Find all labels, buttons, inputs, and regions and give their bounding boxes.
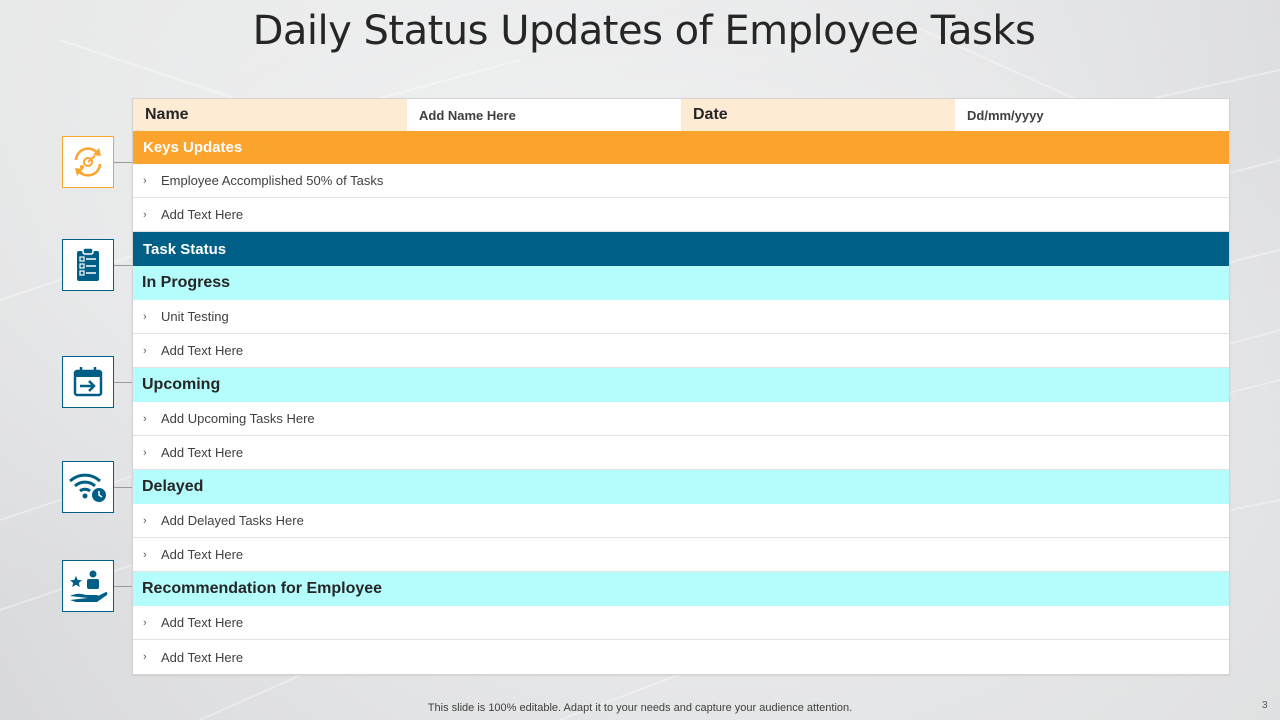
list-item-text: Add Text Here <box>161 649 244 665</box>
delayed-icon-box <box>62 461 114 513</box>
connector-line <box>114 382 132 383</box>
connector-line <box>114 487 132 488</box>
recommendation-icon-box <box>62 560 114 612</box>
calendar-arrow-icon <box>73 367 103 397</box>
connector-line <box>114 265 132 266</box>
header-row: Name Add Name Here Date Dd/mm/yyyy <box>133 99 1229 131</box>
recommendation-heading: Recommendation for Employee <box>133 572 1229 606</box>
bullet-icon: › <box>143 310 147 323</box>
list-item[interactable]: › Add Delayed Tasks Here <box>133 504 1229 538</box>
bullet-icon: › <box>143 514 147 527</box>
list-item[interactable]: › Add Text Here <box>133 538 1229 572</box>
keys-updates-heading: Keys Updates <box>133 131 1229 164</box>
bullet-icon: › <box>143 174 147 187</box>
name-field[interactable]: Add Name Here <box>407 99 681 131</box>
list-item-text: Unit Testing <box>161 309 229 324</box>
connector-line <box>114 162 132 163</box>
footer-note: This slide is 100% editable. Adapt it to… <box>427 702 853 714</box>
upcoming-heading: Upcoming <box>133 368 1229 402</box>
name-label: Name <box>133 99 407 131</box>
list-item-text: Add Upcoming Tasks Here <box>161 411 315 426</box>
clipboard-checklist-icon <box>77 247 99 281</box>
list-item[interactable]: › Add Text Here <box>133 606 1229 640</box>
bullet-icon: › <box>143 651 147 663</box>
status-table: Name Add Name Here Date Dd/mm/yyyy Keys … <box>132 98 1230 675</box>
page-title: Daily Status Updates of Employee Tasks <box>252 8 1036 54</box>
hand-star-person-icon <box>70 570 108 602</box>
date-label: Date <box>681 99 955 131</box>
target-cycle-icon <box>74 147 102 177</box>
list-item[interactable]: › Add Text Here <box>133 436 1229 470</box>
wifi-clock-icon <box>68 473 106 502</box>
bullet-icon: › <box>143 616 147 629</box>
list-item-text: Add Text Here <box>161 207 244 222</box>
list-item-text: Add Text Here <box>161 445 244 460</box>
list-item[interactable]: › Add Upcoming Tasks Here <box>133 402 1229 436</box>
list-item[interactable]: › Add Text Here <box>133 334 1229 368</box>
list-item-text: Add Text Here <box>161 615 244 630</box>
task-status-heading: Task Status <box>133 232 1229 266</box>
upcoming-icon-box <box>62 356 114 408</box>
list-item[interactable]: › Add Text Here <box>133 640 1229 674</box>
connector-line <box>114 586 132 587</box>
list-item-text: Add Delayed Tasks Here <box>161 513 304 528</box>
in-progress-heading: In Progress <box>133 266 1229 300</box>
bullet-icon: › <box>143 412 147 425</box>
delayed-heading: Delayed <box>133 470 1229 504</box>
date-field[interactable]: Dd/mm/yyyy <box>955 99 1229 131</box>
list-item[interactable]: › Add Text Here <box>133 198 1229 232</box>
list-item[interactable]: › Unit Testing <box>133 300 1229 334</box>
bullet-icon: › <box>143 548 147 561</box>
list-item-text: Employee Accomplished 50% of Tasks <box>161 173 384 188</box>
bullet-icon: › <box>143 344 147 357</box>
bullet-icon: › <box>143 208 147 221</box>
bullet-icon: › <box>143 446 147 459</box>
list-item-text: Add Text Here <box>161 547 244 562</box>
page-number: 3 <box>1262 700 1268 711</box>
keys-updates-icon-box <box>62 136 114 188</box>
list-item-text: Add Text Here <box>161 343 244 358</box>
task-status-icon-box <box>62 239 114 291</box>
list-item[interactable]: › Employee Accomplished 50% of Tasks <box>133 164 1229 198</box>
